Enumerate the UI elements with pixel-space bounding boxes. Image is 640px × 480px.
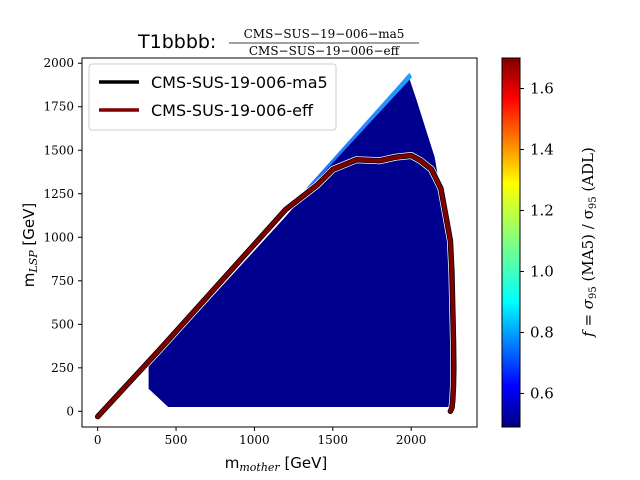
colorbar-tick-label: 1.6 <box>530 79 554 97</box>
series-line-eff <box>95 153 456 419</box>
x-tick-label: 500 <box>165 433 188 447</box>
y-axis: 0 250 500 750 1000 1250 1500 1750 2000 <box>43 56 82 418</box>
y-tick-label: 0 <box>66 404 74 418</box>
legend-label-eff: CMS-SUS-19-006-eff <box>151 101 314 120</box>
legend-label-ma5: CMS-SUS-19-006-ma5 <box>151 73 328 92</box>
title-numerator: CMS−SUS−19−006−ma5 <box>244 27 405 41</box>
title-denominator: CMS−SUS−19−006−eff <box>249 44 401 58</box>
y-tick-label: 1250 <box>43 187 74 201</box>
y-tick-label: 500 <box>51 317 74 331</box>
colorbar-tick-label: 0.8 <box>530 323 554 341</box>
y-tick-label: 250 <box>51 361 74 375</box>
chart-title: T1bbbb: <box>137 31 216 53</box>
y-tick-label: 750 <box>51 274 74 288</box>
contour-lines <box>94 152 458 421</box>
x-tick-label: 1500 <box>318 433 349 447</box>
y-tick-label: 1750 <box>43 100 74 114</box>
x-tick-label: 2000 <box>396 433 427 447</box>
colorbar-tick-label: 1.0 <box>530 262 554 280</box>
y-axis-label: mLSP [GeV] <box>20 203 40 287</box>
colorbar-label: f = σ95 (MA5) / σ95 (ADL) <box>579 147 599 338</box>
legend: CMS-SUS-19-006-ma5 CMS-SUS-19-006-eff <box>88 63 337 131</box>
colorbar-tick-label: 1.4 <box>530 140 554 158</box>
plot-frame <box>81 57 478 428</box>
y-tick-label: 1500 <box>43 143 74 157</box>
heatmap-diagonal-band <box>306 72 412 189</box>
colorbar <box>501 57 521 428</box>
x-tick-label: 0 <box>94 433 102 447</box>
colorbar-tick-label: 0.6 <box>530 384 554 402</box>
x-axis: 0 500 1000 1500 2000 <box>94 427 427 447</box>
x-tick-label: 1000 <box>239 433 270 447</box>
x-axis-label: mmother [GeV] <box>225 454 328 474</box>
colorbar-tick-label: 1.2 <box>530 201 554 219</box>
colorbar-ticks: 0.6 0.8 1.0 1.2 1.4 1.6 <box>520 79 554 402</box>
legend-box <box>88 63 337 131</box>
y-tick-label: 1000 <box>43 230 74 244</box>
y-tick-label: 2000 <box>43 56 74 70</box>
